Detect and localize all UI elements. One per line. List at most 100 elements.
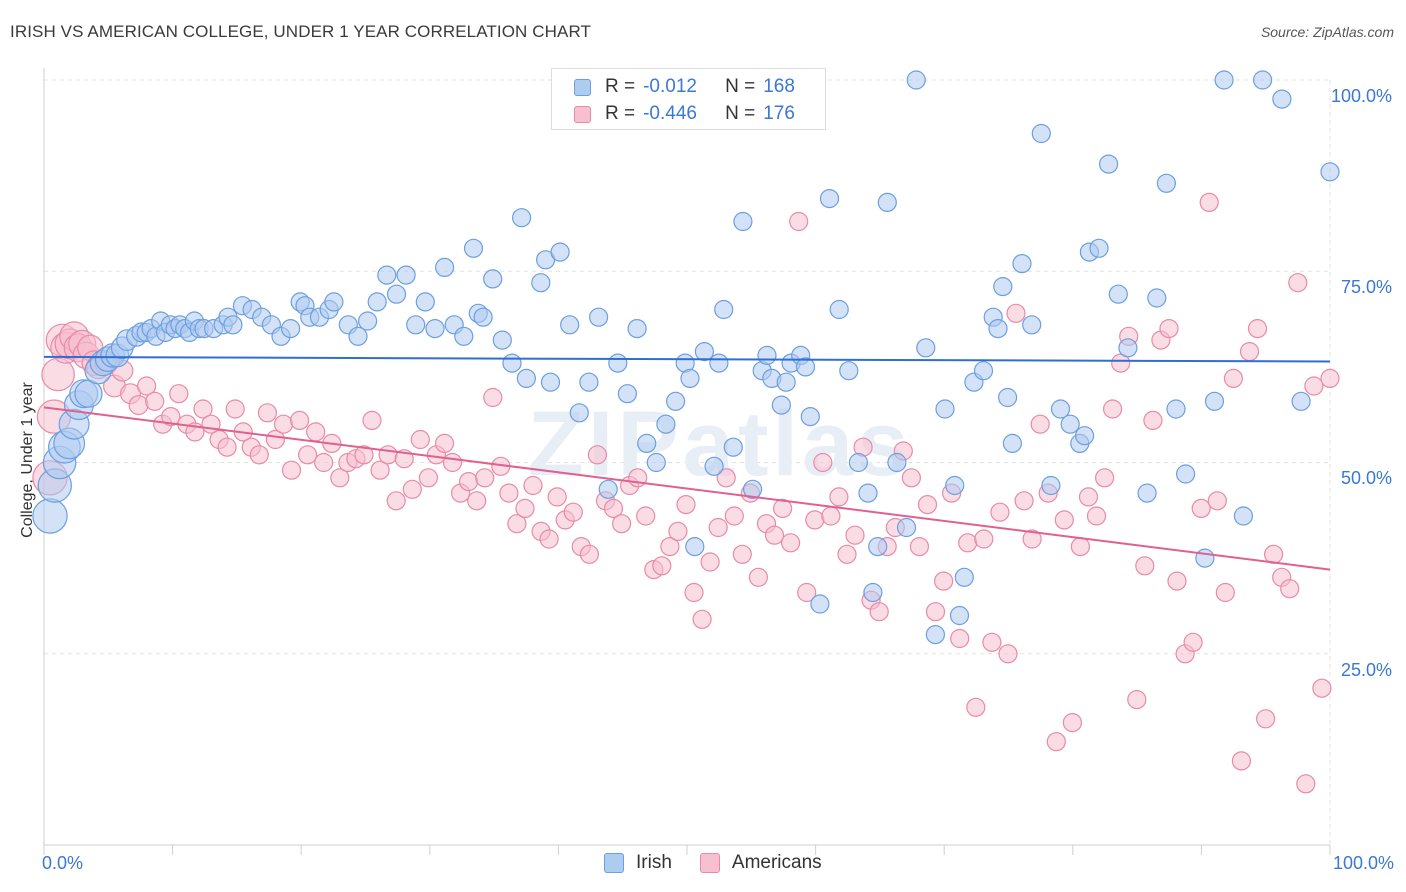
- americans-point: [1239, 342, 1260, 362]
- legend-item-irish[interactable]: Irish: [604, 852, 672, 874]
- americans-point: [193, 399, 213, 419]
- irish-point: [324, 292, 344, 312]
- irish-point: [511, 208, 532, 228]
- americans-point: [1070, 536, 1091, 557]
- irish-point: [685, 536, 705, 557]
- irish-point: [973, 361, 994, 381]
- irish-point: [997, 387, 1018, 408]
- irish-point: [550, 242, 570, 262]
- americans-point: [137, 376, 157, 396]
- irish-point: [694, 342, 715, 362]
- irish-point: [281, 319, 301, 339]
- americans-point: [998, 644, 1018, 664]
- irish-point: [839, 361, 859, 381]
- irish-point: [954, 567, 974, 587]
- irish-point: [863, 582, 883, 603]
- irish-point: [1074, 426, 1095, 446]
- americans-point: [1191, 498, 1211, 518]
- americans-point: [217, 437, 237, 457]
- irish-point: [531, 273, 551, 293]
- source-label: Source: ZipAtlas.com: [1260, 24, 1394, 40]
- americans-point: [499, 483, 519, 503]
- americans-point: [708, 517, 728, 538]
- americans-point: [1296, 774, 1316, 794]
- americans-point: [925, 602, 946, 622]
- americans-point: [410, 429, 430, 450]
- r-value-americans: -0.446: [643, 103, 697, 124]
- americans-point: [265, 429, 285, 450]
- americans-point: [378, 445, 398, 465]
- irish-point: [454, 326, 474, 346]
- americans-swatch: [574, 105, 591, 123]
- americans-point: [1280, 579, 1300, 599]
- legend-label-americans: Americans: [731, 852, 822, 873]
- n-label: N =: [725, 103, 756, 124]
- americans-point: [587, 445, 608, 465]
- americans-point: [1022, 529, 1042, 549]
- irish-point: [377, 265, 397, 285]
- americans-point: [161, 407, 181, 427]
- irish-point: [795, 357, 816, 377]
- americans-point: [1006, 303, 1026, 323]
- americans-point: [563, 502, 583, 522]
- americans-point: [829, 487, 849, 507]
- irish-points: [32, 70, 1340, 645]
- americans-point: [764, 525, 785, 545]
- irish-point: [1204, 391, 1225, 411]
- irish-point: [646, 452, 666, 473]
- irish-point: [637, 433, 657, 453]
- irish-point: [1320, 162, 1340, 182]
- americans-point: [917, 495, 938, 515]
- americans-point: [1199, 192, 1219, 212]
- irish-point: [704, 456, 724, 476]
- americans-point: [402, 479, 422, 499]
- americans-point: [603, 498, 624, 518]
- irish-point: [723, 437, 743, 457]
- americans-point: [1223, 368, 1244, 388]
- americans-point: [821, 506, 841, 526]
- irish-point: [406, 315, 426, 335]
- americans-point: [982, 632, 1002, 652]
- irish-point: [810, 594, 830, 614]
- americans-point: [330, 468, 350, 488]
- americans-point: [748, 567, 769, 587]
- irish-point: [887, 452, 907, 473]
- americans-point: [1159, 319, 1179, 339]
- americans-point: [1030, 414, 1050, 434]
- irish-point: [896, 517, 917, 538]
- americans-point: [1255, 709, 1276, 729]
- americans-point: [1183, 632, 1203, 652]
- americans-point: [1078, 487, 1099, 507]
- irish-point: [1060, 414, 1080, 434]
- americans-point: [579, 544, 600, 564]
- americans-point: [636, 506, 656, 526]
- americans-point: [257, 403, 277, 423]
- americans-point: [306, 422, 326, 442]
- americans-point: [1135, 556, 1155, 576]
- irish-point: [877, 192, 897, 212]
- americans-point: [958, 533, 978, 553]
- irish-point: [1233, 506, 1254, 526]
- irish-point: [1252, 70, 1273, 90]
- americans-point: [1102, 399, 1123, 419]
- americans-point: [652, 556, 672, 576]
- irish-point: [680, 368, 700, 388]
- r-value-irish: -0.012: [643, 76, 697, 97]
- irish-point: [1002, 433, 1023, 453]
- americans-point: [314, 452, 334, 473]
- irish-point: [1156, 173, 1177, 193]
- y-tick-50: 50.0%: [1340, 468, 1392, 488]
- americans-point: [507, 514, 527, 534]
- americans-point: [732, 544, 752, 564]
- irish-point: [945, 475, 965, 496]
- americans-point: [692, 609, 712, 629]
- irish-point: [463, 238, 484, 258]
- irish-point: [483, 269, 503, 289]
- americans-point: [869, 602, 889, 622]
- americans-point: [539, 529, 559, 549]
- legend-item-americans[interactable]: Americans: [699, 852, 822, 874]
- irish-swatch: [604, 853, 624, 873]
- irish-point: [993, 277, 1013, 297]
- americans-point: [780, 533, 801, 553]
- americans-point: [483, 387, 503, 408]
